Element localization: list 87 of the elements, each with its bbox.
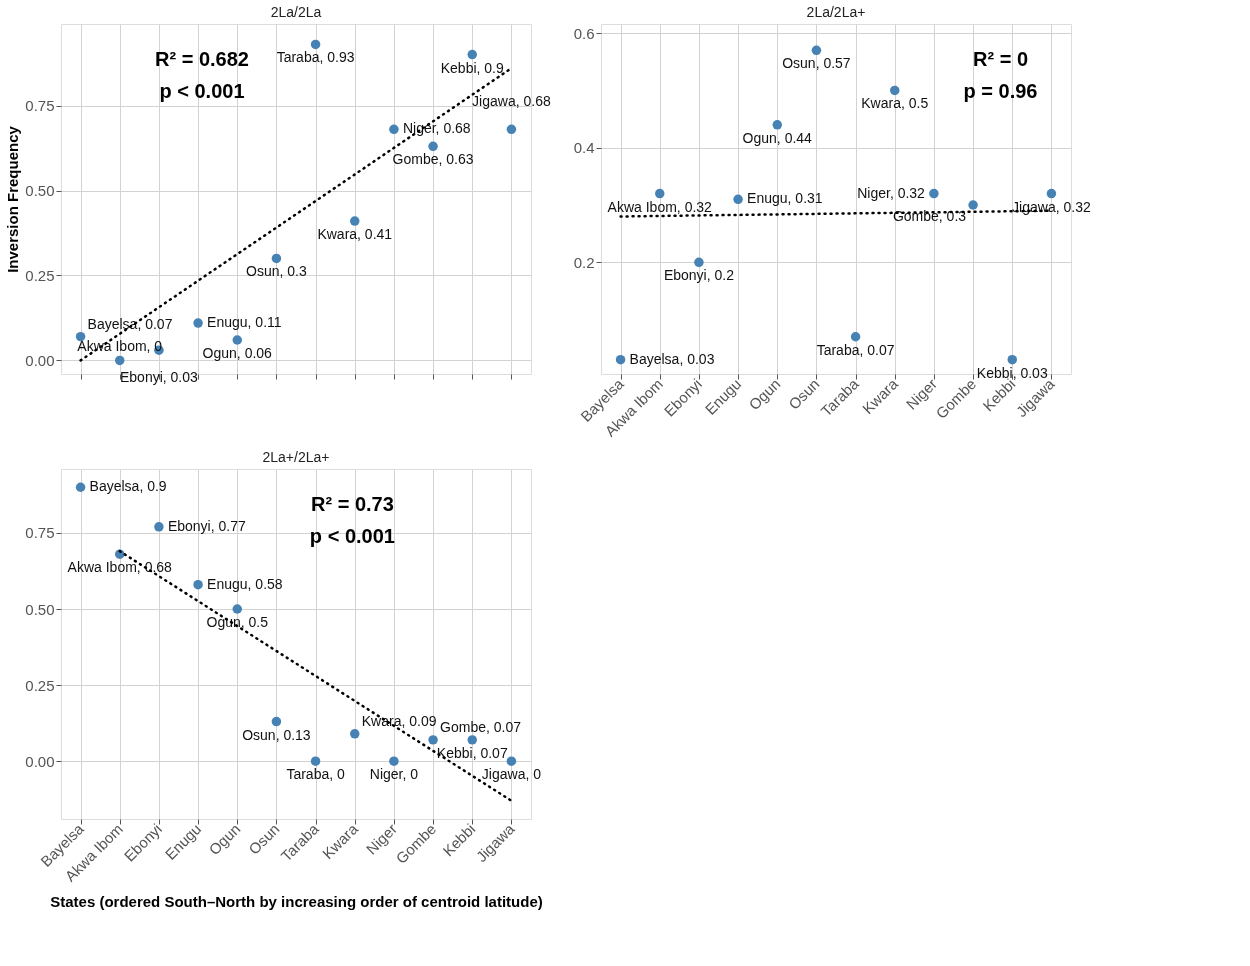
point bbox=[193, 579, 203, 590]
annotation: p < 0.001 bbox=[309, 525, 395, 547]
data-label: Gombe, 0.07 bbox=[440, 718, 522, 735]
data-label: Jigawa, 0 bbox=[481, 766, 542, 783]
y-tick-label: 0.75 bbox=[25, 524, 55, 542]
annotation: R² = 0 bbox=[972, 48, 1029, 70]
chart-title: 2La+/2La+ bbox=[262, 449, 330, 465]
data-label: Akwa Ibom, 0.68 bbox=[67, 559, 173, 576]
point bbox=[115, 355, 125, 366]
y-tick-label: 0.00 bbox=[25, 351, 55, 369]
y-tick-label: 0.2 bbox=[573, 253, 595, 271]
point bbox=[271, 253, 282, 264]
point bbox=[467, 735, 477, 745]
data-label: Kebbi, 0.07 bbox=[436, 744, 508, 761]
point bbox=[75, 482, 86, 492]
data-label: Enugu, 0.58 bbox=[207, 575, 283, 592]
y-tick-label: 0.25 bbox=[25, 676, 55, 694]
x-axis-title: States (ordered South–North by increasing order of centroid latitude) bbox=[50, 892, 543, 910]
point bbox=[615, 354, 626, 365]
y-tick-label: 0.75 bbox=[25, 97, 55, 115]
point bbox=[929, 188, 939, 199]
data-label: Enugu, 0.31 bbox=[747, 190, 823, 207]
point bbox=[350, 216, 360, 226]
annotation: R² = 0.682 bbox=[155, 48, 249, 70]
point bbox=[890, 85, 900, 96]
point bbox=[850, 332, 861, 342]
y-tick-label: 0.50 bbox=[25, 182, 55, 199]
data-label: Ebonyi, 0.77 bbox=[167, 517, 246, 534]
data-label: Niger, 0 bbox=[369, 766, 419, 783]
data-label: Gombe, 0.63 bbox=[392, 151, 474, 168]
point bbox=[772, 120, 782, 130]
annotation: p = 0.96 bbox=[963, 80, 1038, 102]
data-label: Taraba, 0 bbox=[286, 766, 345, 783]
data-label: Jigawa, 0.68 bbox=[472, 93, 551, 110]
y-axis-title: Inversion Frequency bbox=[4, 125, 22, 273]
data-label: Kwara, 0.5 bbox=[861, 95, 929, 112]
y-tick-label: 0.4 bbox=[573, 139, 595, 157]
annotation: R² = 0.73 bbox=[310, 493, 394, 515]
data-label: Ogun, 0.06 bbox=[202, 345, 273, 362]
point bbox=[1046, 188, 1057, 199]
point bbox=[467, 49, 477, 60]
data-label: Kebbi, 0.9 bbox=[440, 59, 504, 76]
data-label: Niger, 0.68 bbox=[402, 120, 471, 137]
data-label: Akwa Ibom, 0.32 bbox=[607, 198, 713, 215]
data-label: Bayelsa, 0.9 bbox=[89, 478, 167, 495]
point bbox=[694, 257, 704, 268]
data-label: Ebonyi, 0.03 bbox=[119, 369, 199, 386]
point bbox=[428, 141, 438, 152]
annotation: p < 0.001 bbox=[159, 80, 245, 102]
data-label: Ogun, 0.44 bbox=[742, 129, 813, 146]
point bbox=[232, 604, 242, 614]
point bbox=[968, 200, 978, 210]
point bbox=[350, 729, 360, 739]
chart-title: 2La/2La+ bbox=[806, 4, 866, 20]
point bbox=[506, 124, 517, 135]
data-label: Taraba, 0.93 bbox=[276, 49, 355, 66]
point bbox=[310, 39, 321, 50]
point bbox=[389, 756, 399, 766]
point bbox=[232, 335, 242, 345]
data-label: Bayelsa, 0.03 bbox=[629, 350, 715, 367]
data-label: Enugu, 0.11 bbox=[207, 314, 282, 331]
data-label: Osun, 0.13 bbox=[242, 726, 311, 743]
chart-title: 2La/2La bbox=[270, 4, 322, 20]
data-label: Bayelsa, 0.07 bbox=[87, 315, 173, 332]
point bbox=[428, 735, 438, 745]
point bbox=[655, 188, 665, 199]
y-tick-label: 0.25 bbox=[25, 266, 55, 284]
y-tick-label: 0.50 bbox=[25, 600, 55, 618]
point bbox=[193, 318, 203, 328]
y-tick-label: 0.6 bbox=[573, 24, 595, 42]
point bbox=[271, 716, 282, 727]
point bbox=[310, 756, 321, 766]
point bbox=[811, 45, 822, 56]
point bbox=[506, 756, 517, 766]
data-label: Niger, 0.32 bbox=[857, 184, 926, 201]
point bbox=[733, 194, 743, 205]
data-label: Kwara, 0.09 bbox=[361, 712, 437, 729]
y-tick-label: 0.00 bbox=[25, 752, 55, 770]
data-label: Taraba, 0.07 bbox=[816, 341, 895, 358]
data-label: Kebbi, 0.03 bbox=[976, 364, 1048, 381]
data-label: Osun, 0.3 bbox=[246, 263, 307, 280]
point bbox=[154, 522, 164, 532]
point bbox=[1007, 354, 1017, 365]
data-label: Osun, 0.57 bbox=[782, 55, 851, 72]
data-label: Kwara, 0.41 bbox=[317, 226, 393, 243]
point bbox=[389, 124, 399, 135]
data-label: Ebonyi, 0.2 bbox=[663, 267, 735, 284]
